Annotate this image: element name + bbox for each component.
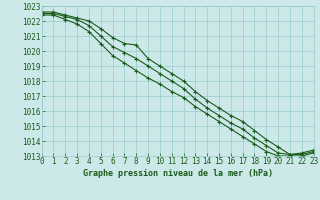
X-axis label: Graphe pression niveau de la mer (hPa): Graphe pression niveau de la mer (hPa) — [83, 169, 273, 178]
